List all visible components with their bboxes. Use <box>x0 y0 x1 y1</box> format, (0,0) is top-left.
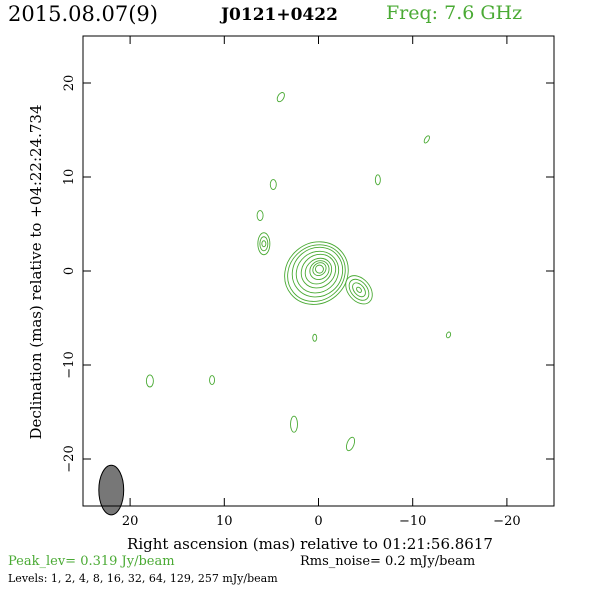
contour-levels: Levels: 1, 2, 4, 8, 16, 32, 64, 129, 257… <box>8 572 278 585</box>
y-tick-label: −20 <box>62 445 77 472</box>
component-contour <box>356 286 362 293</box>
component-contour <box>269 179 277 190</box>
component-contour <box>423 135 430 144</box>
plot-frame <box>82 35 555 507</box>
epoch-label: 2015.08.07(9) <box>8 2 158 26</box>
x-tick-label: −10 <box>399 514 426 529</box>
peak-level: Peak_lev= 0.319 Jy/beam <box>8 554 175 569</box>
y-tick-label: 10 <box>62 169 77 186</box>
core-contour <box>284 241 349 305</box>
axis-ticks: 20 10 0 −10 −20 20 10 0 −10 −20 <box>62 36 554 529</box>
core-contour <box>304 257 333 285</box>
frequency-label: Freq: 7.6 GHz <box>386 2 523 24</box>
component-contour <box>259 236 269 252</box>
component-contour <box>257 232 271 256</box>
core-contour <box>300 253 337 289</box>
x-tick-label: 10 <box>216 514 233 529</box>
component-contour <box>374 174 381 186</box>
component-contour <box>352 282 366 298</box>
source-name: J0121+0422 <box>221 5 338 25</box>
rms-noise: Rms_noise= 0.2 mJy/beam <box>300 554 476 569</box>
component-contour <box>290 415 298 433</box>
component-contour <box>145 374 154 388</box>
component-contour <box>209 375 216 385</box>
core-contour <box>309 260 330 280</box>
component-contour <box>346 436 356 452</box>
core-contour <box>312 262 327 277</box>
x-tick-label: 20 <box>122 514 139 529</box>
component-contour <box>312 333 318 342</box>
component-contour <box>345 275 373 305</box>
y-axis-label: Declination (mas) relative to +04:22:24.… <box>27 104 45 439</box>
x-tick-label: 0 <box>314 514 322 529</box>
x-tick-label: −20 <box>493 514 520 529</box>
restoring-beam <box>98 464 125 516</box>
core-contour <box>291 246 344 298</box>
component-contour <box>256 210 264 221</box>
component-contour <box>445 331 452 339</box>
core-contour <box>295 250 340 294</box>
core-contour <box>314 264 324 274</box>
y-tick-label: 20 <box>62 75 77 92</box>
y-tick-label: −10 <box>62 351 77 378</box>
component-contour <box>261 240 267 248</box>
y-tick-label: 0 <box>62 267 77 275</box>
core-contour <box>287 244 346 302</box>
component-contour <box>348 278 370 301</box>
contour-layer <box>98 92 452 516</box>
x-axis-label: Right ascension (mas) relative to 01:21:… <box>127 535 493 553</box>
component-contour <box>276 92 285 103</box>
